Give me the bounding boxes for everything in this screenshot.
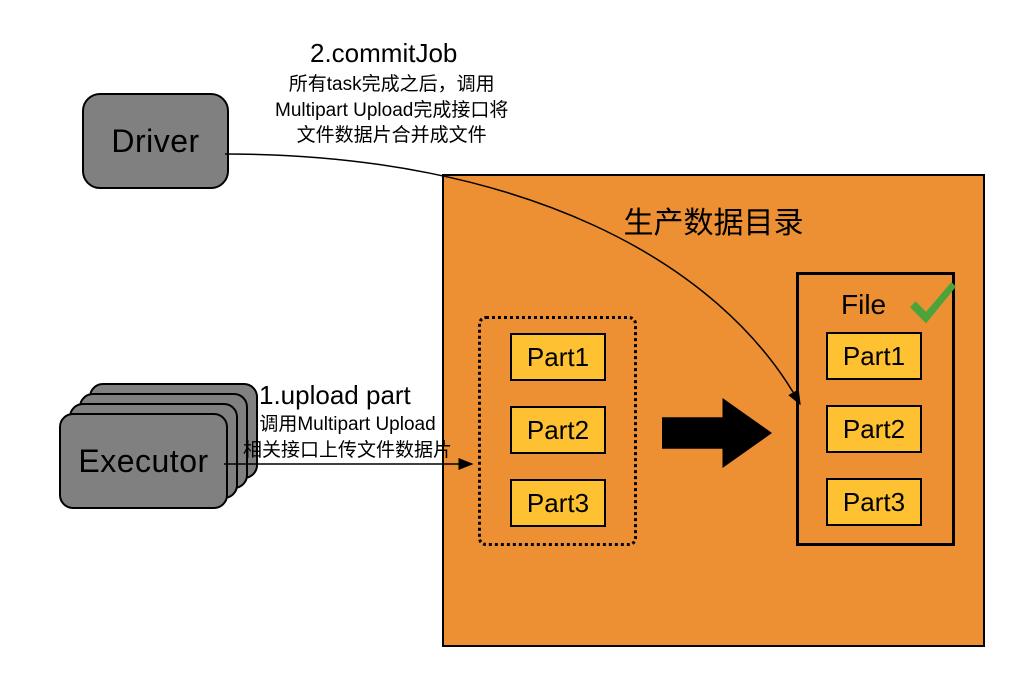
file-part: Part1 (826, 332, 922, 380)
driver-node: Driver (82, 93, 229, 189)
staging-part: Part1 (510, 333, 606, 381)
commit-job-title: 2.commitJob (310, 38, 457, 69)
file-part: Part3 (826, 478, 922, 526)
upload-part-description: 调用Multipart Upload相关接口上传文件数据片 (243, 412, 452, 463)
staging-part: Part2 (510, 406, 606, 454)
file-label: File (841, 289, 886, 321)
staging-part: Part3 (510, 479, 606, 527)
diagram-stage: Driver Executor 生产数据目录 File 2.commitJob … (0, 0, 1016, 684)
executor-label: Executor (78, 443, 208, 480)
driver-label: Driver (111, 123, 199, 160)
output-directory-title: 生产数据目录 (444, 198, 983, 242)
upload-part-title: 1.upload part (259, 380, 411, 411)
executor-node: Executor (59, 413, 228, 509)
commit-job-description: 所有task完成之后，调用Multipart Upload完成接口将文件数据片合… (275, 72, 508, 149)
file-part: Part2 (826, 405, 922, 453)
